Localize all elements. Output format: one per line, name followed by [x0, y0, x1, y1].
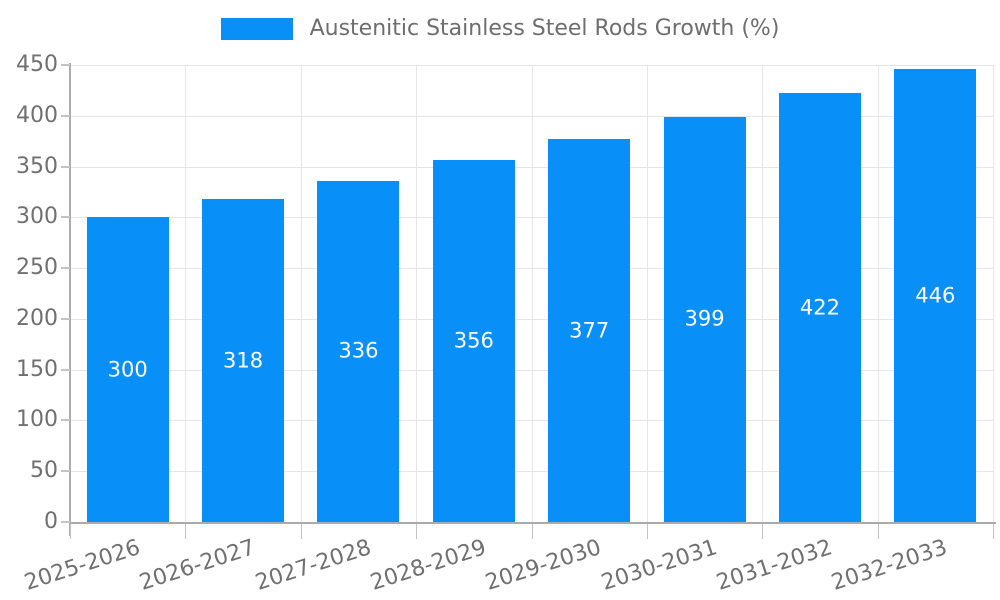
- x-axis-tick: [877, 524, 879, 539]
- gridline-vertical: [877, 65, 879, 522]
- bar-value-label: 318: [223, 348, 264, 373]
- legend-swatch: [220, 17, 293, 40]
- gridline-vertical: [531, 65, 533, 522]
- y-tick-label: 450: [16, 52, 58, 77]
- bar[interactable]: 336: [317, 180, 400, 522]
- plot-area: 300 318 336 356 377 399 422 446 0 50 100 150 200 250 3…: [16, 52, 996, 596]
- x-axis-tick: [185, 524, 187, 539]
- bar-value-label: 336: [338, 338, 379, 363]
- y-tick-label: 400: [16, 102, 58, 128]
- y-axis-tick: [61, 419, 70, 422]
- bar[interactable]: 422: [778, 93, 861, 522]
- gridline-vertical: [762, 65, 764, 522]
- x-axis-tick: [646, 524, 648, 539]
- x-axis-tick: [531, 524, 533, 539]
- bar[interactable]: 446: [894, 69, 977, 522]
- x-tick-label: 2029-2030: [482, 535, 605, 596]
- gridline-vertical: [646, 65, 648, 522]
- x-tick-label: 2026-2027: [136, 535, 259, 596]
- bar[interactable]: 318: [202, 199, 285, 522]
- chart-legend[interactable]: Austenitic Stainless Steel Rods Growth (…: [0, 16, 1000, 41]
- gridline-vertical: [993, 65, 994, 522]
- y-tick-label: 350: [16, 153, 58, 179]
- x-tick-label: 2028-2029: [367, 535, 490, 596]
- y-tick-label: 100: [16, 407, 58, 433]
- x-tick-label: 2031-2032: [713, 535, 836, 596]
- x-axis-line: [70, 522, 996, 524]
- legend-label: Austenitic Stainless Steel Rods Growth (…: [309, 16, 780, 41]
- x-axis-tick: [70, 524, 71, 539]
- bar-value-label: 399: [684, 306, 725, 331]
- y-tick-label: 150: [16, 356, 58, 382]
- y-axis-tick: [61, 216, 70, 219]
- x-tick-label: 2025-2026: [21, 535, 144, 596]
- y-axis-tick: [61, 114, 70, 117]
- y-axis-tick: [61, 64, 70, 66]
- gridline-vertical: [416, 65, 418, 522]
- y-tick-label: 300: [16, 204, 58, 230]
- y-axis-tick: [61, 165, 70, 168]
- bar-value-label: 300: [107, 357, 148, 382]
- bar-value-label: 377: [569, 318, 610, 343]
- y-axis-line: [69, 63, 71, 536]
- x-axis-tick: [416, 524, 418, 539]
- bar-value-label: 446: [915, 283, 956, 308]
- bar[interactable]: 377: [548, 139, 631, 522]
- y-tick-label: 50: [30, 458, 58, 484]
- y-axis-tick: [61, 317, 70, 320]
- bar-value-label: 356: [453, 328, 494, 353]
- y-axis-tick: [61, 267, 70, 270]
- bar[interactable]: 356: [432, 160, 515, 522]
- x-axis-tick: [762, 524, 764, 539]
- y-tick-label: 200: [16, 305, 58, 331]
- x-tick-label: 2030-2031: [598, 535, 720, 596]
- y-axis-tick: [61, 470, 70, 473]
- bar-value-label: 422: [799, 295, 840, 320]
- y-axis-tick: [61, 521, 70, 523]
- gridline-vertical: [300, 65, 302, 522]
- bar[interactable]: 300: [86, 217, 169, 522]
- y-axis-tick: [61, 368, 70, 371]
- y-tick-label: 250: [16, 255, 58, 281]
- bar[interactable]: 399: [663, 116, 746, 522]
- x-axis-tick: [300, 524, 302, 539]
- x-tick-label: 2027-2028: [252, 535, 374, 596]
- x-tick-label: 2032-2033: [828, 535, 951, 596]
- y-tick-label: 0: [44, 509, 58, 534]
- gridline-vertical: [185, 65, 187, 522]
- x-axis-tick: [993, 524, 994, 539]
